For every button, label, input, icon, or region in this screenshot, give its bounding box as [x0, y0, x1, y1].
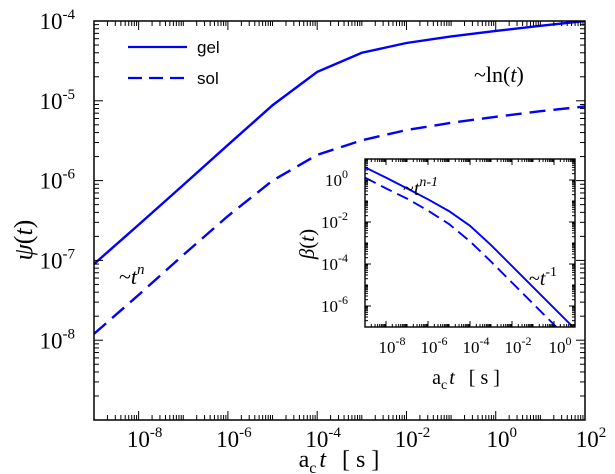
main-y-label-t: t [9, 228, 38, 236]
legend-gel-label: gel [197, 38, 220, 57]
annotation-inset-short-time: ~tn-1 [403, 175, 438, 200]
inset-series-solid [365, 166, 575, 327]
inset-x-label-a: a [432, 367, 441, 389]
inset-x-tick-label: 10-4 [463, 334, 490, 357]
inset-y-tick-label: 100 [325, 167, 348, 190]
main-plot: 10-8 10-6 10-4 10-2 100 102 10-8 10-7 10-6 10-5 10… [40, 7, 607, 452]
main-plot-frame [93, 20, 586, 421]
main-series-gel [94, 21, 585, 265]
main-x-label-sub: c [309, 460, 316, 474]
annotation-power-law: ~tn [119, 262, 145, 289]
inset-x-tick-label: 10-6 [421, 334, 448, 357]
inset-y-label-close: ) [295, 229, 319, 236]
inset-x-tick-label: 10-8 [379, 334, 406, 357]
legend-sol-label: sol [197, 69, 219, 88]
inset-y-tick-label: 10-4 [321, 251, 348, 274]
annotation-inset-short-prefix: ~ [403, 178, 414, 200]
inset-series-dashed [365, 176, 558, 327]
main-x-tick-label: 10-4 [305, 425, 341, 452]
annotation-inset-long-exp: -1 [545, 265, 557, 280]
main-y-tick-label: 10-4 [40, 7, 76, 34]
inset-x-axis-label: ac t [ s ] [432, 367, 500, 393]
main-x-tick-label: 102 [576, 425, 607, 452]
inset-y-label-beta: β [295, 248, 319, 260]
main-x-axis-label: ac t [ s ] [299, 447, 380, 474]
main-y-tick-label: 10-5 [40, 87, 76, 114]
annotation-log-law-text: ~ln( [474, 62, 510, 87]
main-x-label-unit: [ s ] [342, 447, 379, 473]
legend: gel sol [128, 38, 220, 88]
inset-y-axis-label: β(t) [295, 229, 319, 260]
inset-x-label-t: t [449, 367, 455, 389]
annotation-inset-long-base: t [540, 268, 546, 290]
inset-x-label-unit: [ s ] [469, 367, 500, 389]
annotation-inset-short-base: t [414, 178, 420, 200]
inset-y-label-open: ( [295, 242, 319, 249]
inset-y-tick-label: 10-2 [321, 209, 348, 232]
inset-plot: 10-8 10-6 10-4 10-2 100 10-6 10-4 10-2 100 [321, 158, 576, 357]
main-x-tick-label: 10-6 [216, 425, 252, 452]
main-y-label-open: ( [9, 236, 38, 245]
main-x-tick-label: 100 [486, 425, 517, 452]
main-y-tick-label: 10-6 [40, 167, 76, 194]
annotation-inset-long-prefix: ~ [529, 268, 540, 290]
inset-x-tick-label: 100 [549, 334, 572, 357]
annotation-log-law-close: ) [516, 62, 523, 87]
inset-y-tick-label: 10-6 [321, 293, 348, 316]
inset-x-tick-label: 10-2 [505, 334, 532, 357]
main-x-tick-label: 10-2 [395, 425, 431, 452]
main-y-label-close: ) [9, 220, 38, 229]
main-x-label-t: t [319, 447, 327, 473]
main-x-label-a: a [299, 447, 310, 473]
main-y-label-psi: ψ [9, 243, 38, 260]
main-y-tick-label: 10-7 [40, 246, 76, 273]
inset-y-label-t: t [295, 235, 319, 242]
main-y-axis-label: ψ(t) [9, 220, 38, 261]
annotation-inset-short-exp: n-1 [419, 175, 438, 190]
annotation-power-law-exp: n [137, 262, 145, 278]
main-series-sol [94, 105, 585, 335]
annotation-log-law: ~ln(t) [474, 62, 524, 87]
inset-plot-background [365, 159, 575, 327]
main-x-tick-label: 10-8 [127, 425, 163, 452]
annotation-power-law-prefix: ~ [119, 264, 131, 289]
annotation-log-law-t: t [510, 62, 517, 87]
inset-x-label-sub: c [441, 378, 447, 393]
main-y-tick-label: 10-8 [40, 326, 76, 353]
annotation-power-law-base: t [131, 264, 138, 289]
annotation-inset-long-time: ~t-1 [529, 265, 557, 290]
